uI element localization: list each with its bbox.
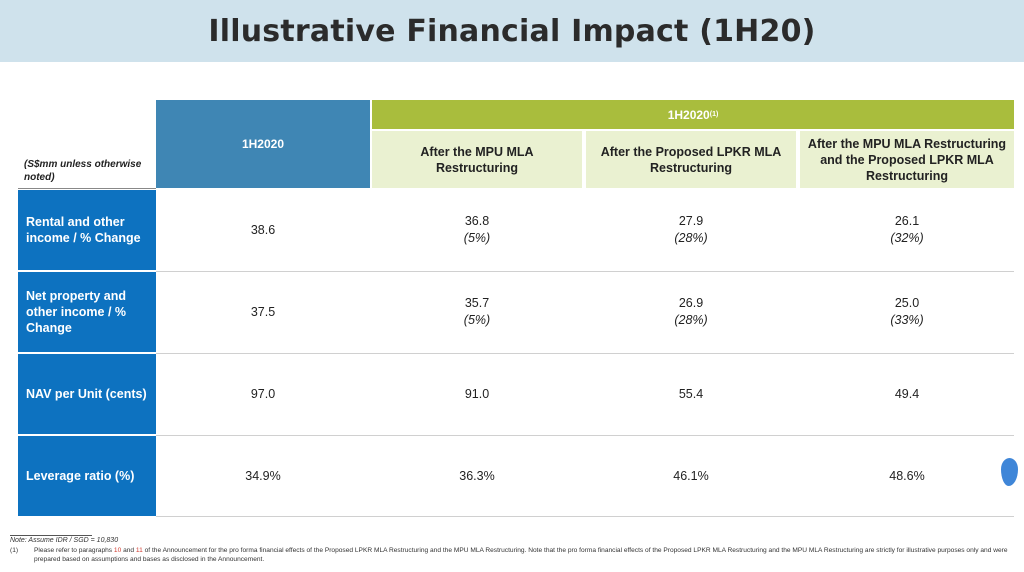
cell-value: 49.4 xyxy=(894,386,920,401)
cell-value: 26.9 xyxy=(678,296,704,310)
table-cell: 35.7 (5%) xyxy=(372,272,582,352)
units-divider xyxy=(18,188,156,189)
footnote-ref: 11 xyxy=(135,547,143,554)
row-label: Net property and other income / % Change xyxy=(18,272,156,352)
footnote-text: Please refer to paragraphs 10 and 11 of … xyxy=(34,546,1015,564)
cell-change: (5%) xyxy=(463,231,491,245)
cell-base-value: 34.9% xyxy=(245,468,281,483)
cell-value: 25.0 xyxy=(894,296,920,310)
financial-table: (S$mm unless otherwise noted) 1H2020 1H2… xyxy=(18,100,1014,517)
footnote-text-part: and xyxy=(121,547,136,554)
cell-base-value: 97.0 xyxy=(250,386,276,401)
row-label: Rental and other income / % Change xyxy=(18,190,156,270)
footnote-text-part: Please refer to paragraphs xyxy=(34,547,114,554)
row-divider xyxy=(156,435,1014,436)
row-label: Leverage ratio (%) xyxy=(18,436,156,516)
footnote-ref: 10 xyxy=(113,547,122,554)
note: Note: Assume IDR / SGD = 10,830 xyxy=(10,537,119,544)
row-divider xyxy=(156,271,1014,272)
footnote-number: (1) xyxy=(10,547,19,554)
title-bar: Illustrative Financial Impact (1H20) xyxy=(0,0,1024,62)
header-sub-column: After the MPU MLA Restructuring and the … xyxy=(800,131,1014,188)
header-group-footnote-ref: (1) xyxy=(709,111,719,118)
cell-base-value: 38.6 xyxy=(250,222,276,237)
cell-value: 36.3% xyxy=(459,468,495,483)
table-cell: 25.0 (33%) xyxy=(800,272,1014,352)
cell-base-value: 37.5 xyxy=(250,304,276,319)
row-divider xyxy=(156,353,1014,354)
cell-value: 55.4 xyxy=(678,386,704,401)
table-cell: 49.4 xyxy=(800,354,1014,434)
cell-value: 46.1% xyxy=(673,468,709,483)
units-label: (S$mm unless otherwise noted) xyxy=(24,159,142,183)
cell-value: 91.0 xyxy=(464,386,490,401)
note-divider xyxy=(10,535,92,536)
cell-change: (28%) xyxy=(674,313,708,327)
cell-value: 27.9 xyxy=(678,214,704,228)
cell-value: 26.1 xyxy=(894,214,920,228)
header-sub-column: After the MPU MLA Restructuring xyxy=(372,131,582,188)
row-divider xyxy=(156,516,1014,517)
cell-value: 35.7 xyxy=(464,296,490,310)
table-cell: 26.9 (28%) xyxy=(586,272,796,352)
table-cell: 27.9 (28%) xyxy=(586,190,796,270)
cell-value: 48.6% xyxy=(889,468,925,483)
table-cell: 26.1 (32%) xyxy=(800,190,1014,270)
footnote: (1) Please refer to paragraphs 10 and 11… xyxy=(10,546,1015,564)
cell-change: (28%) xyxy=(674,231,708,245)
header-base-column: 1H2020 xyxy=(156,100,370,188)
table-cell: 36.8 (5%) xyxy=(372,190,582,270)
cursor-blob-icon xyxy=(1001,458,1018,486)
table-cell: 46.1% xyxy=(586,436,796,516)
cell-change: (33%) xyxy=(890,313,924,327)
header-group: 1H2020 (1) xyxy=(372,100,1014,129)
header-sub-column: After the Proposed LPKR MLA Restructurin… xyxy=(586,131,796,188)
table-cell: 36.3% xyxy=(372,436,582,516)
cell-change: (32%) xyxy=(890,231,924,245)
page-title: Illustrative Financial Impact (1H20) xyxy=(208,13,816,49)
table-cell: 55.4 xyxy=(586,354,796,434)
footnote-text-part: of the Announcement for the pro forma fi… xyxy=(34,547,1008,563)
header-group-label: 1H2020 xyxy=(667,107,710,122)
table-cell: 91.0 xyxy=(372,354,582,434)
row-label: NAV per Unit (cents) xyxy=(18,354,156,434)
cell-change: (5%) xyxy=(463,313,491,327)
table-cell: 48.6% xyxy=(800,436,1014,516)
cell-value: 36.8 xyxy=(464,214,490,228)
